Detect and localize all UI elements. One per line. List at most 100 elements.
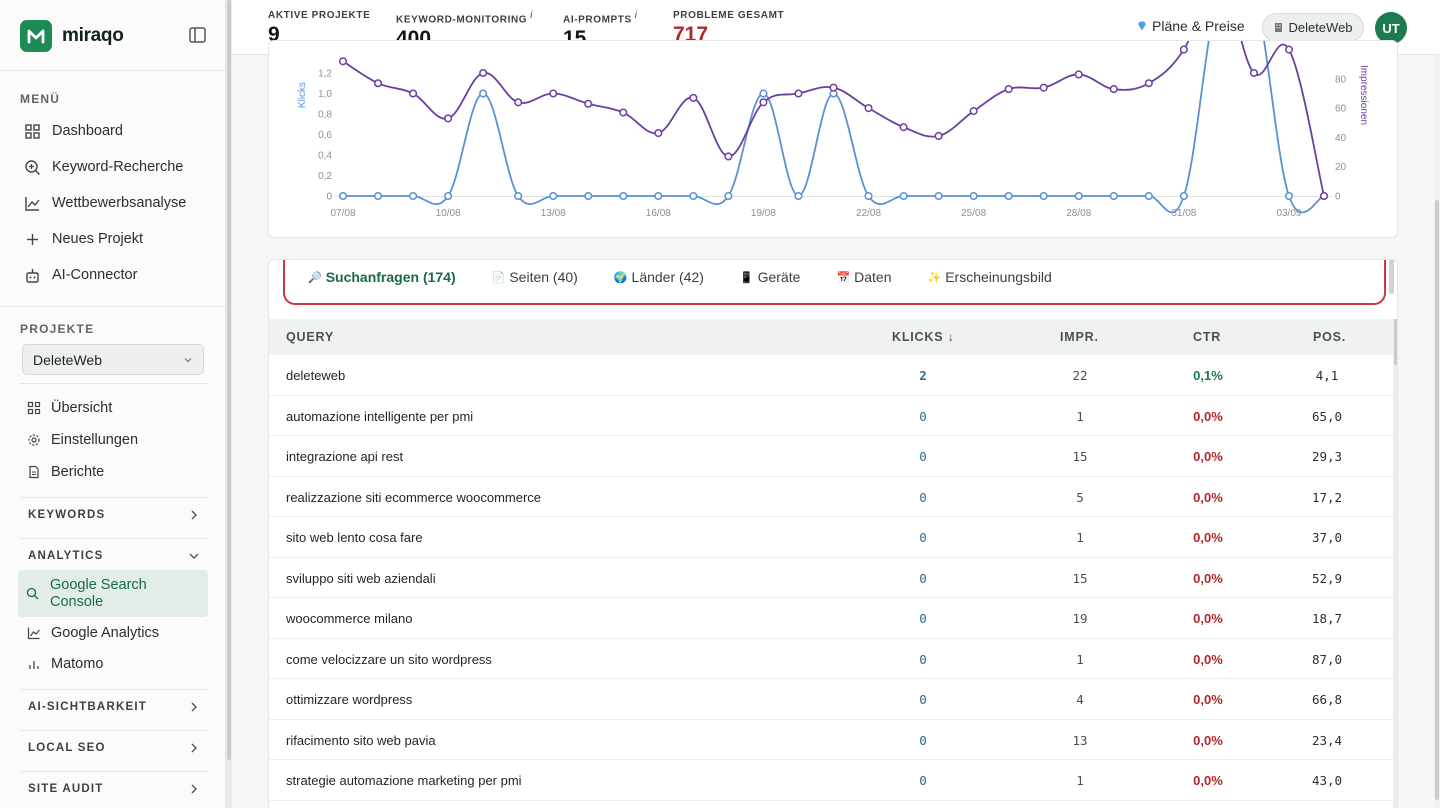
sidebar-toggle-icon[interactable] [188,26,208,44]
cell-ctr: 0,0% [1193,692,1223,707]
klicks-point [619,191,628,201]
table-row[interactable]: woocommerce milano 0 19 0,0% 18,7 [269,598,1393,639]
tab-daten[interactable]: 📅 Daten [836,269,892,285]
group-ai-sichtbarkeit[interactable]: AI-SICHTBARKEIT [20,689,208,723]
cell-pos: 66,8 [1311,692,1343,707]
table-row[interactable]: ottimizzare wordpress 0 4 0,0% 66,8 [269,679,1393,720]
cell-impr: 15 [1072,570,1088,586]
cell-ctr: 0,0% [1193,570,1223,586]
klicks-point [549,191,558,201]
klicks-point [338,191,348,201]
col-pos[interactable]: POS. [1313,330,1347,344]
impressionen-point [373,79,383,88]
nav-google-search-console[interactable]: Google Search Console [18,570,208,617]
impressionen-point [1074,70,1083,79]
cell-ctr: 0,0% [1193,732,1223,748]
impressionen-point [654,128,663,138]
col-impr[interactable]: IMPR. [1060,330,1099,344]
impressionen-point [1319,191,1329,201]
tab-seiten[interactable]: 📄 Seiten (40) [491,269,578,285]
nav-dashboard[interactable]: Dashboard [18,115,208,147]
cell-ctr: 0,0% [1193,773,1223,788]
klicks-point [899,191,908,201]
col-ctr[interactable]: CTR [1193,330,1222,344]
cell-query: integrazione api rest [286,449,404,464]
nav-uebersicht[interactable]: Übersicht [22,393,208,423]
group-analytics[interactable]: ANALYTICS [20,538,208,572]
building-icon [1275,23,1283,32]
page-scrollbar[interactable] [1434,55,1440,808]
table-scrollbar[interactable] [1393,319,1397,808]
cell-clicks: 0 [919,692,927,707]
col-klicks[interactable]: KLICKS ↓ [892,330,955,344]
y-left-tick: 0,4 [318,151,332,162]
nav-google-analytics[interactable]: Google Analytics [22,618,208,648]
plans-link[interactable]: Pläne & Preise [1136,18,1245,34]
table-row[interactable]: come velocizzare un sito wordpress 0 1 0,0%… [269,639,1393,679]
col-query[interactable]: QUERY [286,330,334,344]
impressionen-point [1284,45,1294,54]
nav-einstellungen[interactable]: Einstellungen [22,425,208,455]
tab-laender[interactable]: 🌍 Länder (42) [613,269,704,285]
impressionen-point [899,123,908,132]
y-right-tick: 0 [1335,192,1341,203]
nav-wettbewerbsanalyse[interactable]: Wettbewerbsanalyse [18,187,208,219]
tab-geraete[interactable]: 📱 Geräte [739,269,801,285]
klicks-point [794,191,803,201]
cell-impr: 15 [1072,449,1088,464]
x-tick: 25/08 [961,208,986,219]
table-row[interactable]: deleteweb 2 22 0,1% 4,1 [269,355,1393,396]
table-row[interactable]: sviluppo siti web aziendali 0 15 0,0% 52,9 [269,558,1393,598]
y-left-tick: 0 [326,192,332,203]
nav-berichte[interactable]: Berichte [22,457,208,487]
avatar[interactable]: UT [1375,12,1407,44]
table-row[interactable]: strategie automazione marketing per pmi 0… [269,760,1393,801]
table-row[interactable]: rifacimento sito web pavia 0 13 0,0% 23,4 [269,720,1393,760]
y-left-tick: 1,0 [318,89,332,100]
klicks-point [514,191,523,201]
table-row[interactable]: integrazione api rest 0 15 0,0% 29,3 [269,436,1393,477]
tab-suchanfragen[interactable]: 🔎 Suchanfragen (174) [308,269,456,285]
impressionen-point [619,108,628,117]
table-row[interactable]: realizzazione siti ecommerce woocommerce… [269,477,1393,517]
nav-ai-connector[interactable]: AI-Connector [18,259,208,291]
workspace-button[interactable]: DeleteWeb [1262,13,1364,42]
table-row[interactable]: automazione intelligente per pmi 0 1 0,0% 65… [269,396,1393,436]
brand-name: miraqo [62,25,124,46]
klicks-point [409,191,418,201]
gear-icon [28,434,40,446]
nav-neues-projekt[interactable]: Neues Projekt [18,223,208,255]
group-site-audit[interactable]: SITE AUDIT [20,771,208,805]
brand[interactable]: miraqo [20,20,124,52]
sidebar-scrollbar[interactable] [226,0,232,808]
klicks-point [724,191,733,201]
cell-ctr: 0,0% [1193,449,1223,464]
klicks-point [654,191,663,201]
chevron-right-icon [191,510,197,519]
phone-icon: 📱 [739,271,754,284]
table-row[interactable]: sito web lento cosa fare 0 1 0,0% 37,0 [269,517,1393,558]
group-keywords[interactable]: KEYWORDS [20,497,208,531]
x-tick: 19/08 [751,208,776,219]
tab-erscheinungsbild[interactable]: ✨ Erscheinungsbild [927,269,1052,285]
klicks-point [1109,191,1118,201]
klicks-point [1039,191,1048,201]
performance-chart: 0 0,2 0,4 0,6 0,8 1,0 1,2 0 20 40 60 80 07/08 10/08 13… [268,40,1398,238]
cell-clicks: 0 [919,449,927,464]
cell-query: automazione intelligente per pmi [286,408,474,424]
cell-query: rifacimento sito web pavia [286,732,436,748]
info-icon[interactable]: i [530,10,533,21]
tabs-scrollbar[interactable] [1389,260,1394,294]
nav-matomo[interactable]: Matomo [22,649,208,679]
tabs-highlight: 🔎 Suchanfragen (174) 📄 Seiten (40) 🌍 Länder… [283,260,1394,305]
info-icon[interactable]: i [634,10,638,21]
project-select[interactable]: DeleteWeb [22,344,204,375]
tab-bar: 🔎 Suchanfragen (174) 📄 Seiten (40) 🌍 Länder… [308,266,1088,288]
klicks-point [479,89,488,98]
group-local-seo[interactable]: LOCAL SEO [20,730,208,764]
cell-pos: 4,1 [1315,368,1339,383]
menu-label: MENÜ [20,92,61,106]
nav-keyword-recherche[interactable]: Keyword-Recherche [18,151,208,183]
cell-pos: 18,7 [1311,611,1343,626]
impressionen-point [689,93,698,102]
